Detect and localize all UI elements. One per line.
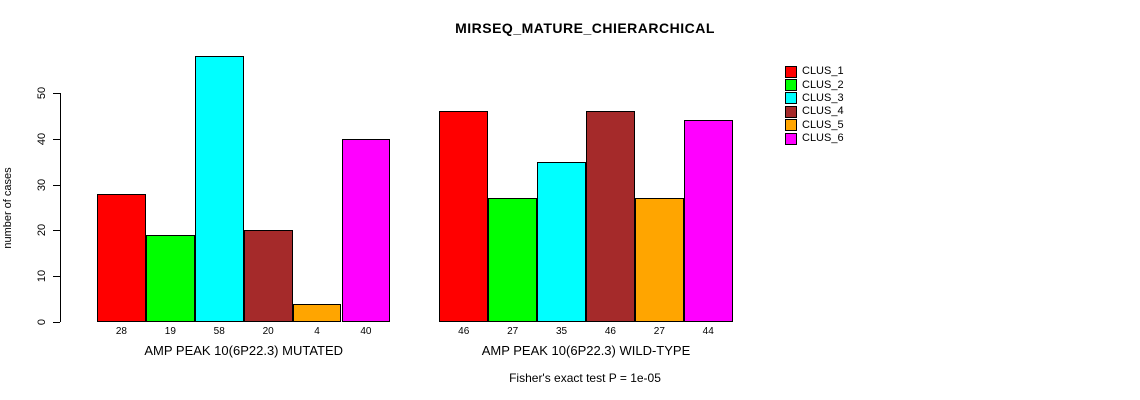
bar-clus_5 — [634, 198, 684, 322]
legend-item: CLUS_3 — [785, 92, 844, 105]
bar-clus_1 — [439, 111, 489, 322]
y-axis-tick — [53, 184, 60, 186]
bar-clus_5 — [292, 303, 342, 322]
y-axis-tick — [53, 93, 60, 94]
bar-clus_1 — [97, 193, 146, 322]
y-axis-tick — [53, 230, 60, 232]
legend: CLUS_1 CLUS_2 CLUS_3 CLUS_4 CLUS_5 CLUS_6 — [785, 65, 844, 145]
legend-item: CLUS_6 — [785, 132, 844, 145]
bar-clus_4 — [586, 111, 635, 322]
x-axis-group-label: AMP PEAK 10(6P22.3) WILD-TYPE — [481, 343, 691, 358]
y-axis-tick-label: 20 — [36, 224, 48, 237]
y-axis-tick-label: 0 — [36, 318, 48, 326]
legend-label: CLUS_3 — [802, 91, 844, 104]
bar-value-label: 44 — [702, 326, 714, 337]
bar-clus_6 — [341, 138, 391, 322]
bar-value-label: 35 — [555, 326, 568, 337]
bar-clus_4 — [243, 230, 293, 322]
y-axis-tick-label: 40 — [36, 132, 48, 145]
bar-clus_2 — [145, 234, 195, 322]
y-axis-label: number of cases — [2, 167, 14, 249]
legend-label: CLUS_6 — [802, 132, 844, 145]
y-axis-tick — [53, 322, 60, 323]
y-axis-tick — [53, 138, 60, 140]
legend-label: CLUS_4 — [802, 105, 844, 118]
legend-color-swatch — [785, 105, 797, 118]
chart-title: MIRSEQ_MATURE_CHIERARCHICAL — [455, 20, 715, 36]
legend-label: CLUS_1 — [802, 65, 844, 78]
legend-item: CLUS_5 — [785, 119, 844, 132]
legend-color-swatch — [785, 65, 797, 78]
legend-item: CLUS_1 — [785, 65, 844, 78]
bar-value-label: 4 — [314, 326, 320, 337]
bar-value-label: 27 — [507, 326, 519, 337]
bar-clus_2 — [488, 198, 538, 322]
y-axis-tick-label: 10 — [36, 270, 48, 283]
x-axis-group-label: AMP PEAK 10(6P22.3) MUTATED — [144, 343, 344, 358]
bar-value-label: 19 — [164, 326, 176, 337]
annotation-text: Fisher's exact test P = 1e-05 — [509, 371, 661, 385]
bar-value-label: 40 — [360, 326, 372, 337]
bar-value-label: 58 — [213, 326, 225, 337]
bar-clus_3 — [537, 161, 586, 322]
y-axis-tick-label: 30 — [36, 178, 48, 191]
legend-item: CLUS_2 — [785, 78, 844, 92]
legend-color-swatch — [785, 79, 797, 92]
legend-color-swatch — [785, 119, 797, 132]
bar-clus_3 — [194, 56, 244, 322]
y-axis-line — [60, 93, 61, 322]
bar-value-label: 46 — [604, 326, 616, 337]
legend-label: CLUS_5 — [802, 118, 844, 131]
legend-color-swatch — [785, 132, 797, 145]
bar-value-label: 27 — [653, 326, 665, 337]
y-axis-tick-label: 50 — [36, 86, 48, 100]
legend-color-swatch — [785, 92, 797, 105]
legend-item: CLUS_4 — [785, 105, 844, 118]
bar-value-label: 20 — [262, 326, 274, 337]
bar-value-label: 46 — [458, 326, 470, 337]
y-axis-tick — [53, 276, 60, 278]
bar-clus_6 — [683, 120, 733, 322]
legend-label: CLUS_2 — [802, 78, 844, 91]
bar-value-label: 28 — [115, 326, 127, 337]
